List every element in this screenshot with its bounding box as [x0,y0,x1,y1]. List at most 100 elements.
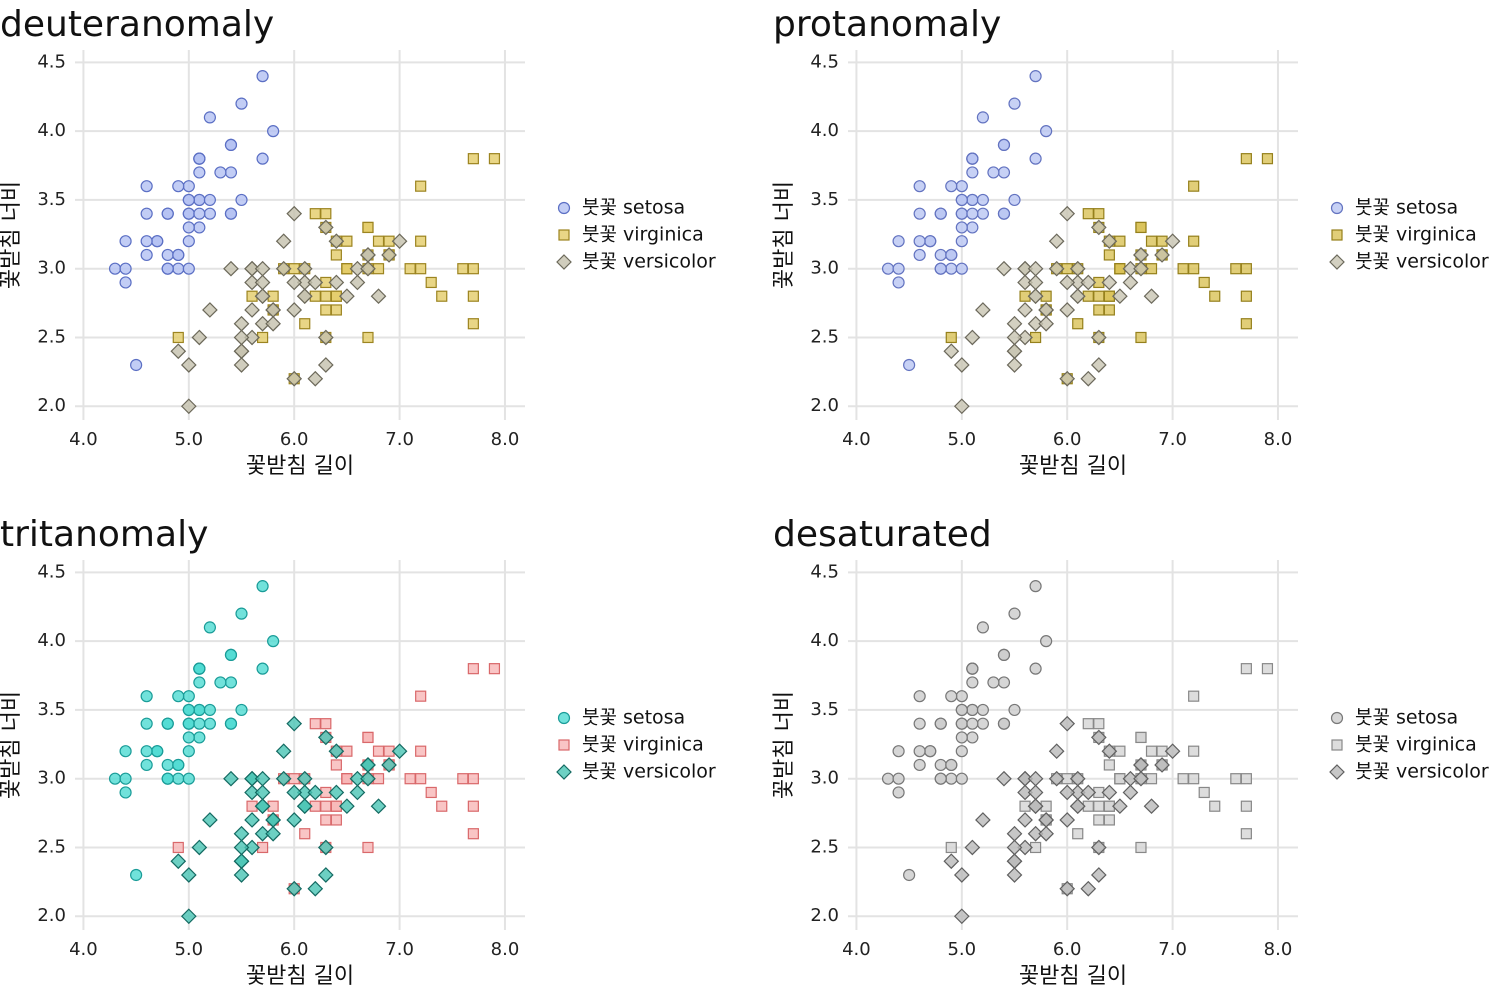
legend-label: 붓꽃 virginica [582,734,704,756]
point [1017,784,1033,801]
point [180,357,197,373]
point [1135,841,1147,854]
point [976,621,989,634]
point [1029,152,1042,165]
point [892,772,905,785]
point [244,302,260,318]
y-tick-label: 2.0 [810,905,839,926]
point [372,745,385,757]
legend-key [1330,711,1344,725]
point [1048,770,1065,787]
point [161,758,174,772]
point [244,812,260,828]
point [193,152,206,165]
point [307,274,324,291]
point [924,235,937,248]
legend-label: 붓꽃 setosa [1355,707,1458,729]
point [161,772,174,785]
x-tick-label: 4.0 [842,429,871,450]
point [945,690,958,703]
point [286,715,303,732]
legend-key [558,229,570,241]
panel: desaturated 2.0 2.5 3.0 3.5 4.0 4.5 4.0 5.0 6.0 7.… [772,514,1489,989]
point [966,703,979,717]
point [436,290,448,302]
point [467,153,479,165]
point [1198,276,1210,289]
y-tick-label: 4.0 [37,120,66,141]
legend-label: 붓꽃 virginica [1355,224,1477,246]
point [339,288,355,305]
point [1164,233,1181,250]
point [172,262,185,275]
point [286,784,303,801]
point [467,800,479,812]
point [1209,290,1221,302]
point [317,839,334,856]
point [161,248,174,262]
point [1006,867,1023,883]
x-tick-label: 5.0 [174,939,203,960]
legend-label: 붓꽃 versicolor [582,251,716,273]
x-tick-label: 6.0 [1053,939,1082,960]
x-axis-label: 꽃받침 길이 [1019,964,1127,989]
point [1135,731,1147,744]
point [108,262,122,275]
point [224,138,238,152]
point [233,315,250,332]
point [233,867,250,883]
point [1006,343,1023,360]
point [1093,800,1105,812]
point [1240,153,1252,165]
point [360,247,376,263]
y-axis-label: 꽃받침 너비 [772,691,797,799]
point [934,717,947,730]
point [467,263,479,275]
point [1027,274,1044,291]
point [193,703,206,717]
point [330,249,342,261]
point [1017,274,1033,291]
point [140,207,153,220]
x-axis-label: 꽃받침 길이 [1019,454,1127,479]
legend-key [558,739,570,751]
point [1093,814,1105,826]
x-tick-label: 4.0 [842,939,871,960]
point [328,743,345,760]
x-tick-label: 4.0 [69,939,98,960]
point [1082,208,1094,220]
point [254,260,271,277]
chart-title: protanomaly [773,4,1001,45]
point [256,662,269,675]
point [996,770,1012,787]
point [151,745,164,758]
point [1188,263,1200,275]
point [320,800,332,812]
point [934,758,947,772]
point [119,276,132,289]
point [172,772,185,785]
point [966,166,979,179]
point [182,731,195,744]
point [467,318,479,330]
x-tick-label: 5.0 [947,939,976,960]
point [140,235,153,248]
point [966,221,979,234]
point [1059,302,1076,318]
legend-label: 붓꽃 versicolor [582,761,716,783]
point [296,260,313,277]
point [203,193,216,207]
point [172,758,185,772]
point [307,370,324,387]
point [1145,745,1158,757]
point [1164,743,1181,760]
point [913,690,926,703]
legend-label: 붓꽃 versicolor [1355,251,1489,273]
point [892,276,905,289]
point [903,868,916,882]
y-tick-label: 4.5 [37,51,66,72]
point [275,260,292,277]
point [943,853,960,870]
point [1261,153,1274,165]
point [170,343,187,360]
